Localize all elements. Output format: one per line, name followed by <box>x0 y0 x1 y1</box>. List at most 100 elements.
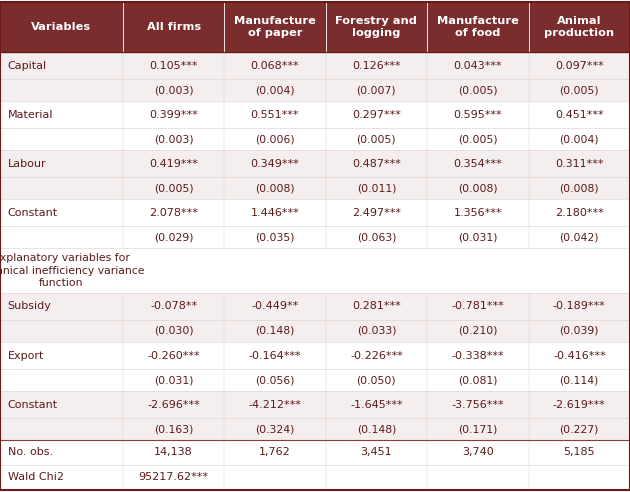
Text: -1.645***: -1.645*** <box>350 400 403 409</box>
Bar <box>427 391 529 418</box>
Bar <box>224 79 326 101</box>
Bar <box>529 465 630 490</box>
Bar <box>529 342 630 369</box>
Text: (0.056): (0.056) <box>255 375 295 385</box>
Text: 0.487***: 0.487*** <box>352 159 401 169</box>
Text: Export: Export <box>8 350 44 361</box>
Text: (0.008): (0.008) <box>559 184 599 193</box>
Bar <box>326 128 427 150</box>
Text: (0.148): (0.148) <box>255 326 295 336</box>
Text: Constant: Constant <box>8 400 58 409</box>
Bar <box>427 465 529 490</box>
Bar <box>0 2 123 52</box>
Bar <box>0 369 123 391</box>
Text: (0.039): (0.039) <box>559 326 599 336</box>
Text: Labour: Labour <box>8 159 46 169</box>
Bar <box>427 418 529 440</box>
Bar <box>326 150 427 178</box>
Bar <box>529 293 630 320</box>
Bar <box>0 342 123 369</box>
Text: Forestry and
logging: Forestry and logging <box>336 16 417 38</box>
Text: -4.212***: -4.212*** <box>249 400 301 409</box>
Text: (0.004): (0.004) <box>559 134 599 144</box>
Bar <box>0 248 630 293</box>
Bar <box>0 320 123 342</box>
Bar <box>123 391 224 418</box>
Text: -0.781***: -0.781*** <box>452 302 504 311</box>
Text: 0.297***: 0.297*** <box>352 110 401 120</box>
Bar <box>0 178 123 199</box>
Bar <box>326 418 427 440</box>
Text: 0.105***: 0.105*** <box>149 61 198 71</box>
Bar <box>224 150 326 178</box>
Bar <box>224 418 326 440</box>
Text: -3.756***: -3.756*** <box>452 400 504 409</box>
Text: Animal
production: Animal production <box>544 16 614 38</box>
Bar <box>0 391 123 418</box>
Bar <box>529 52 630 79</box>
Bar <box>123 226 224 248</box>
Bar <box>326 293 427 320</box>
Text: (0.033): (0.033) <box>357 326 396 336</box>
Bar <box>224 101 326 128</box>
Text: (0.031): (0.031) <box>458 232 498 243</box>
Text: (0.148): (0.148) <box>357 424 396 434</box>
Bar <box>0 101 123 128</box>
Bar <box>123 101 224 128</box>
Text: -0.226***: -0.226*** <box>350 350 403 361</box>
Bar <box>529 369 630 391</box>
Text: (0.007): (0.007) <box>357 85 396 95</box>
Bar <box>529 391 630 418</box>
Text: -0.260***: -0.260*** <box>147 350 200 361</box>
Text: Manufacture
of food: Manufacture of food <box>437 16 518 38</box>
Text: Material: Material <box>8 110 53 120</box>
Bar <box>326 440 427 465</box>
Text: (0.003): (0.003) <box>154 134 193 144</box>
Bar <box>427 320 529 342</box>
Bar <box>123 128 224 150</box>
Bar <box>326 342 427 369</box>
Bar <box>427 342 529 369</box>
Text: 0.043***: 0.043*** <box>454 61 502 71</box>
Text: 1,762: 1,762 <box>259 447 291 458</box>
Text: 0.281***: 0.281*** <box>352 302 401 311</box>
Bar <box>529 226 630 248</box>
Bar <box>123 178 224 199</box>
Text: 14,138: 14,138 <box>154 447 193 458</box>
Bar <box>224 391 326 418</box>
Bar <box>224 199 326 226</box>
Text: 0.551***: 0.551*** <box>251 110 299 120</box>
Text: (0.003): (0.003) <box>154 85 193 95</box>
Bar <box>123 199 224 226</box>
Bar <box>427 199 529 226</box>
Text: 0.419***: 0.419*** <box>149 159 198 169</box>
Text: 0.097***: 0.097*** <box>555 61 604 71</box>
Text: Capital: Capital <box>8 61 47 71</box>
Text: -0.078**: -0.078** <box>150 302 197 311</box>
Bar <box>529 199 630 226</box>
Text: 0.311***: 0.311*** <box>555 159 604 169</box>
Bar <box>123 293 224 320</box>
Bar <box>0 79 123 101</box>
Bar <box>0 440 123 465</box>
Text: No. obs.: No. obs. <box>8 447 53 458</box>
Bar <box>0 128 123 150</box>
Text: (0.008): (0.008) <box>255 184 295 193</box>
Text: Explanatory variables for
technical inefficiency variance
function: Explanatory variables for technical inef… <box>0 253 144 288</box>
Bar <box>427 178 529 199</box>
Text: 0.349***: 0.349*** <box>251 159 299 169</box>
Bar <box>123 342 224 369</box>
Text: -2.619***: -2.619*** <box>553 400 605 409</box>
Text: (0.171): (0.171) <box>458 424 498 434</box>
Text: (0.005): (0.005) <box>458 85 498 95</box>
Text: Variables: Variables <box>32 22 91 32</box>
Bar <box>427 79 529 101</box>
Text: 2.180***: 2.180*** <box>555 208 604 218</box>
Bar <box>326 391 427 418</box>
Text: 1.356***: 1.356*** <box>454 208 502 218</box>
Bar <box>123 52 224 79</box>
Bar <box>427 150 529 178</box>
Text: (0.114): (0.114) <box>559 375 599 385</box>
Bar <box>326 2 427 52</box>
Text: -0.416***: -0.416*** <box>553 350 605 361</box>
